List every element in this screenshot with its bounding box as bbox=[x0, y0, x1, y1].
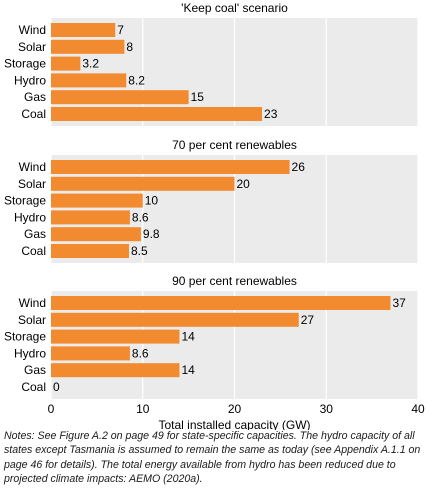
panel-title: 70 per cent renewables bbox=[172, 138, 297, 152]
value-label: 14 bbox=[181, 363, 195, 377]
category-label: Gas bbox=[24, 363, 46, 377]
bar bbox=[51, 160, 290, 174]
bar bbox=[51, 346, 130, 361]
category-label: Storage bbox=[4, 194, 46, 208]
category-label: Coal bbox=[21, 107, 46, 121]
category-label: Coal bbox=[21, 244, 46, 258]
bar bbox=[51, 363, 180, 378]
panel-2: 70 per cent renewables Wind 26 Solar 20 Stora… bbox=[4, 138, 419, 263]
bar bbox=[51, 73, 127, 88]
category-label: Solar bbox=[18, 177, 46, 191]
bar bbox=[51, 90, 189, 105]
value-label: 8 bbox=[126, 40, 133, 54]
bar bbox=[51, 227, 141, 242]
category-label: Gas bbox=[24, 227, 46, 241]
bar bbox=[51, 244, 129, 258]
category-label: Hydro bbox=[14, 346, 46, 360]
x-tick-label: 30 bbox=[320, 402, 334, 416]
value-label: 8.6 bbox=[132, 210, 149, 224]
x-tick-label: 20 bbox=[228, 402, 242, 416]
bar bbox=[51, 312, 299, 327]
panel-1: 'Keep coal' scenario Wind 7 Solar 8 Storage 3.… bbox=[4, 1, 419, 126]
bar bbox=[51, 107, 263, 121]
bar bbox=[51, 329, 180, 344]
category-label: Wind bbox=[19, 23, 46, 37]
x-tick-label: 40 bbox=[411, 402, 425, 416]
bar bbox=[51, 296, 391, 310]
category-label: Storage bbox=[4, 330, 46, 344]
value-label: 14 bbox=[181, 330, 195, 344]
value-label: 8.6 bbox=[132, 346, 149, 360]
value-label: 23 bbox=[264, 107, 278, 121]
value-label: 0 bbox=[53, 380, 60, 394]
bar bbox=[51, 23, 116, 37]
panel-title: 90 per cent renewables bbox=[172, 274, 297, 288]
bar bbox=[51, 39, 125, 54]
bar bbox=[51, 193, 143, 208]
capacity-chart: 'Keep coal' scenario Wind 7 Solar 8 Storage 3.… bbox=[4, 1, 425, 430]
chart-notes: Notes: See Figure A.2 on page 49 for sta… bbox=[4, 430, 421, 485]
value-label: 26 bbox=[292, 160, 306, 174]
value-label: 10 bbox=[145, 194, 159, 208]
value-label: 8.5 bbox=[131, 244, 148, 258]
value-label: 3.2 bbox=[82, 57, 99, 71]
panel-title: 'Keep coal' scenario bbox=[181, 1, 288, 15]
bar bbox=[51, 56, 81, 71]
panel-3: 90 per cent renewables Wind 37 Solar 27 Stora… bbox=[4, 274, 419, 399]
bar bbox=[51, 176, 235, 191]
category-label: Gas bbox=[24, 90, 46, 104]
category-label: Coal bbox=[21, 380, 46, 394]
category-label: Hydro bbox=[14, 210, 46, 224]
value-label: 27 bbox=[301, 313, 315, 327]
bar bbox=[51, 210, 130, 225]
category-label: Hydro bbox=[14, 73, 46, 87]
category-label: Storage bbox=[4, 57, 46, 71]
x-axis-label: Total installed capacity (GW) bbox=[158, 418, 310, 430]
category-label: Solar bbox=[18, 313, 46, 327]
value-label: 7 bbox=[117, 23, 124, 37]
value-label: 37 bbox=[392, 296, 406, 310]
value-label: 9.8 bbox=[143, 227, 160, 241]
category-label: Wind bbox=[19, 160, 46, 174]
x-tick-label: 0 bbox=[48, 402, 55, 416]
value-label: 15 bbox=[191, 90, 205, 104]
category-label: Solar bbox=[18, 40, 46, 54]
x-tick-label: 10 bbox=[136, 402, 150, 416]
category-label: Wind bbox=[19, 296, 46, 310]
value-label: 20 bbox=[237, 177, 251, 191]
value-label: 8.2 bbox=[128, 73, 145, 87]
